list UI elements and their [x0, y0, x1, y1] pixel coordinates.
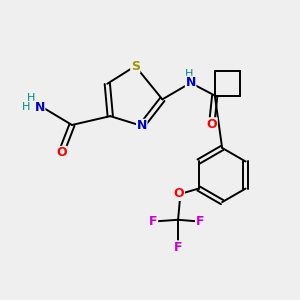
Text: F: F [149, 215, 158, 228]
Text: N: N [185, 76, 196, 89]
Text: O: O [56, 146, 67, 159]
Text: N: N [34, 101, 45, 114]
Text: H: H [22, 102, 31, 112]
Text: H: H [27, 93, 35, 103]
Text: F: F [196, 215, 204, 228]
Text: S: S [131, 60, 140, 73]
Text: N: N [136, 119, 147, 132]
Text: F: F [174, 241, 182, 254]
Text: O: O [174, 188, 184, 200]
Text: H: H [185, 69, 193, 79]
Text: O: O [206, 118, 217, 131]
